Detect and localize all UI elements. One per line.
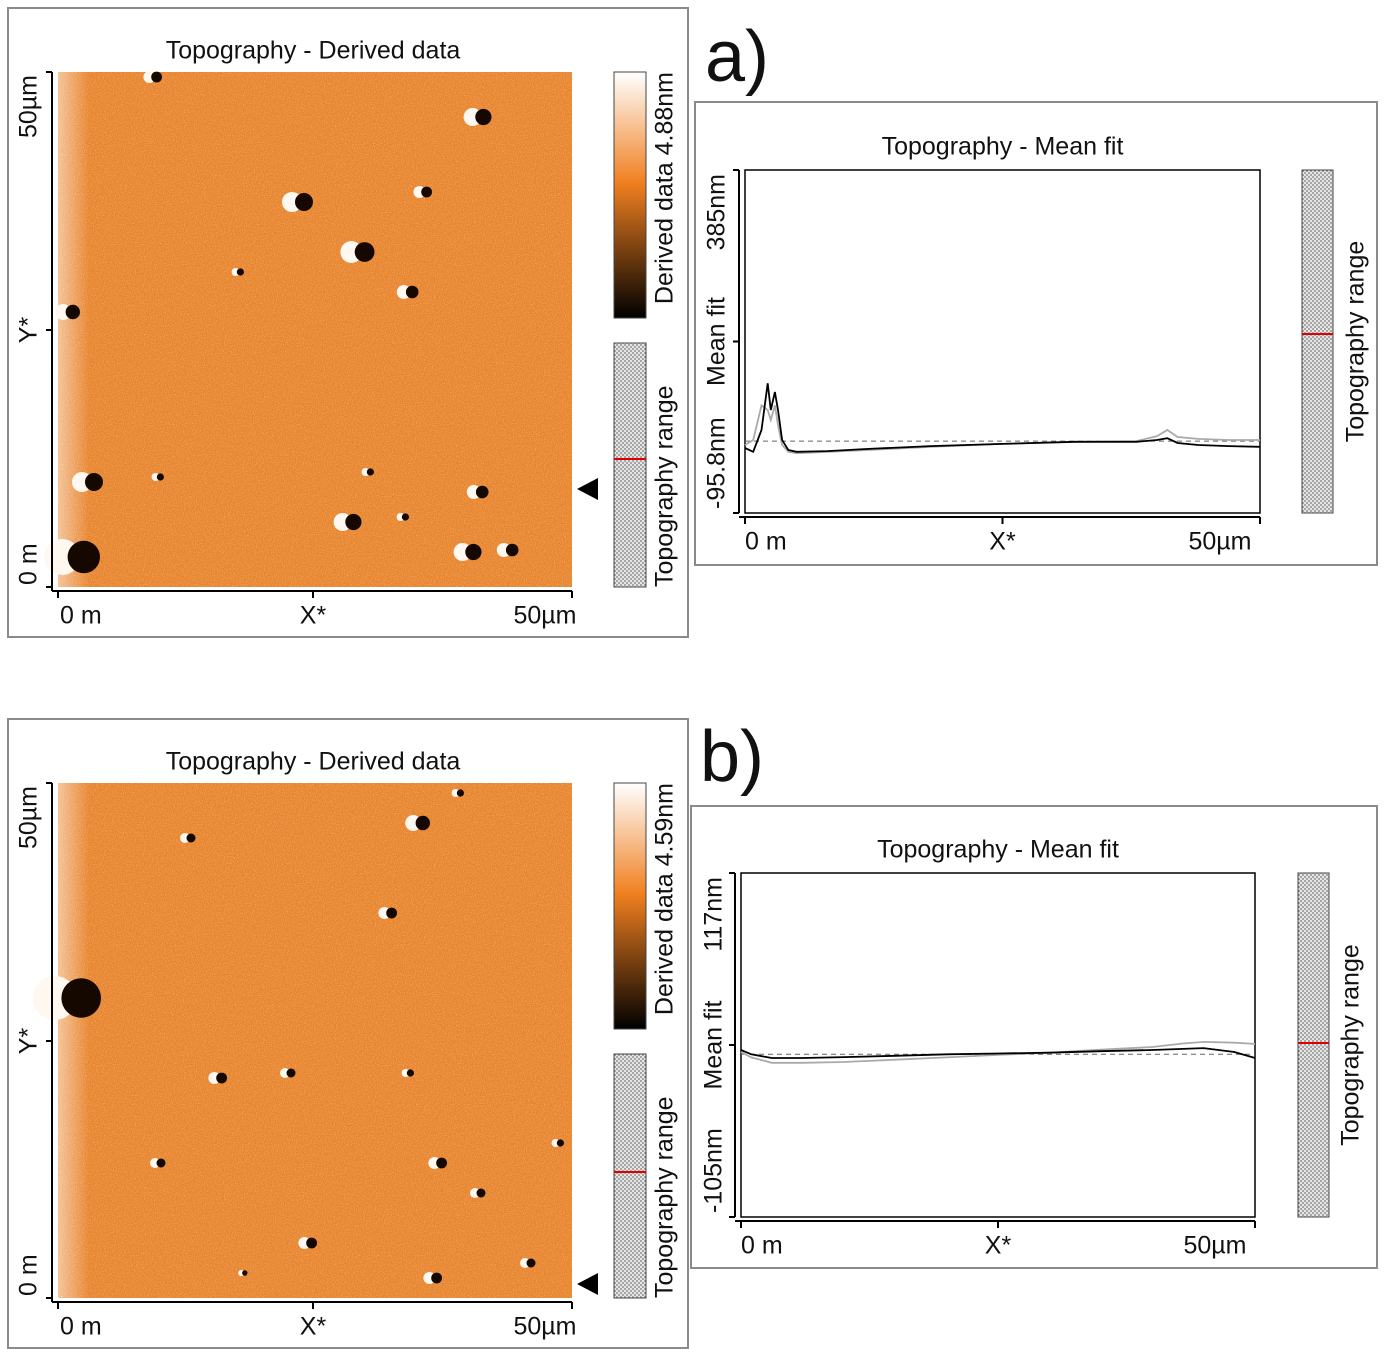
y-tick-label: -105nm [700,1128,728,1213]
x-axis-label: X* [300,1313,327,1341]
afm-feature-dark [65,304,81,320]
afm-feature-dark [286,1068,296,1078]
profile-line [740,1040,1256,1064]
range-bar [1301,169,1334,514]
colorbar-label: Derived data 4.88nm [651,72,679,304]
colorbar-label: Derived data 4.59nm [651,783,679,1015]
afm-feature-dark [85,473,103,491]
range-bar [1297,872,1330,1218]
afm-edge [58,783,572,1298]
profile-line [740,1047,1256,1059]
range-label: Topography range [651,1096,679,1298]
x-axis-title: X* [989,528,1016,556]
y-axis-label: Y* [15,317,43,344]
afm-feature-dark [61,978,101,1018]
afm-feature-dark [421,186,432,198]
x-axis-label: X* [300,602,327,630]
line-pointer [577,1273,598,1295]
afm-edge [58,72,572,587]
afm-feature-dark [456,789,464,797]
profile-frame [690,805,1378,1269]
y-axis-label: 50µm [15,786,43,849]
afm-feature-dark [436,1157,447,1169]
afm-feature-dark [556,1139,565,1147]
panel-label: a) [705,17,769,97]
afm-feature-dark [401,513,409,521]
afm-feature-dark [156,473,164,481]
profile-line [744,383,1261,454]
afm-feature-dark [186,833,196,843]
x-tick-label: 0 m [745,528,787,556]
range-label: Topography range [1337,944,1365,1146]
afm-feature-dark [242,1270,248,1276]
x-axis-label: 50µm [513,602,576,630]
image-title: Topography - Derived data [166,37,461,65]
plot-area [744,169,1261,514]
afm-feature-dark [366,468,374,476]
y-tick-label: 117nm [700,877,728,952]
chart-title: Topography - Mean fit [877,836,1119,864]
x-tick-label: 50µm [1183,1232,1246,1260]
afm-feature-dark [306,1237,317,1249]
afm-feature-dark [67,540,101,574]
afm-feature-dark [415,815,430,831]
x-tick-label: 50µm [1188,528,1251,556]
profile-frame [694,101,1378,566]
afm-feature-dark [216,1072,228,1084]
image-title: Topography - Derived data [166,748,461,776]
colorbar [613,782,647,1030]
range-bar [613,1053,647,1299]
y-axis-title: Mean fit [700,1000,728,1089]
afm-feature-dark [386,907,397,919]
y-tick-label: 385nm [703,174,731,250]
afm-feature-dark [406,1069,414,1077]
range-label: Topography range [1342,241,1370,443]
y-axis-label: Y* [15,1028,43,1055]
afm-feature-dark [236,268,244,276]
x-axis-label: 0 m [60,602,102,630]
afm-feature-dark [151,71,163,83]
range-bar [613,342,647,588]
afm-feature-dark [345,513,362,531]
x-axis-label: 0 m [60,1313,102,1341]
afm-feature-dark [465,543,482,561]
y-axis-label: 0 m [15,543,43,585]
afm-feature-dark [505,543,519,557]
colorbar [613,71,647,319]
afm-feature-dark [526,1258,536,1268]
afm-feature-dark [475,108,492,126]
y-axis-label: 0 m [15,1254,43,1296]
afm-feature-dark [354,242,375,262]
afm-feature-dark [405,285,419,299]
line-pointer [577,478,598,500]
y-tick-label: -95.8nm [703,417,731,509]
y-axis-label: 50µm [15,75,43,138]
range-label: Topography range [651,385,679,587]
plot-area [740,872,1256,1218]
afm-feature-dark [156,1158,166,1168]
y-axis-title: Mean fit [703,297,731,386]
chart-title: Topography - Mean fit [882,133,1124,161]
x-tick-label: 0 m [741,1232,783,1260]
x-axis-title: X* [985,1232,1012,1260]
panel-label: b) [700,717,764,797]
x-axis-label: 50µm [513,1313,576,1341]
afm-feature-dark [475,485,489,499]
afm-feature-dark [295,193,313,211]
afm-feature-dark [431,1272,442,1284]
afm-feature-dark [476,1188,486,1198]
